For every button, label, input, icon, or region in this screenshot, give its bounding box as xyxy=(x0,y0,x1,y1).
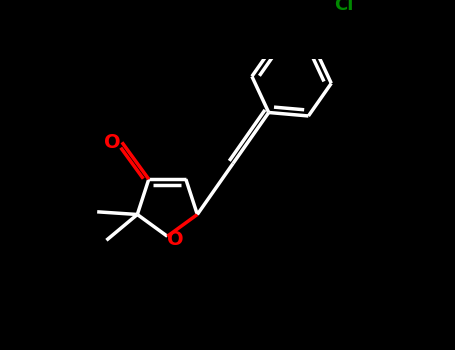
Text: Cl: Cl xyxy=(334,0,354,14)
Text: O: O xyxy=(104,133,120,152)
Text: O: O xyxy=(167,230,184,249)
